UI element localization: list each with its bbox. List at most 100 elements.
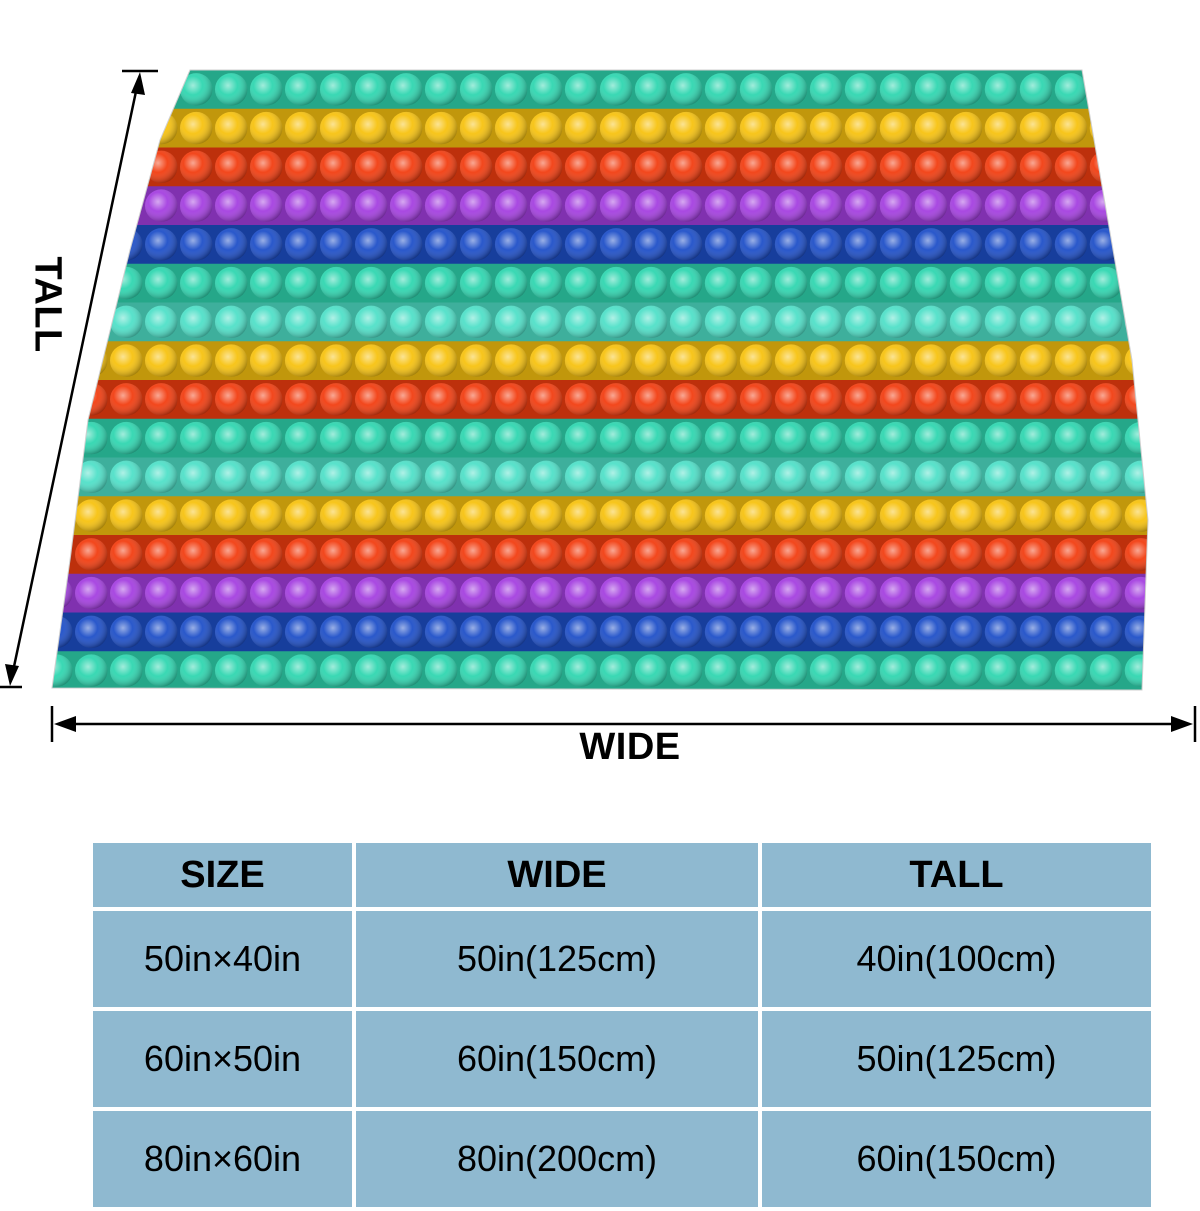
pop-bubble-shade — [879, 383, 913, 416]
pop-bubble-shade — [1054, 189, 1088, 222]
pop-bubble-shade — [214, 150, 248, 184]
pop-bubble-shade — [389, 150, 423, 184]
pop-bubble-shade — [1054, 576, 1088, 610]
pop-bubble-shade — [634, 189, 668, 222]
pop-bubble-shade — [949, 189, 983, 222]
pop-bubble-shade — [179, 344, 213, 377]
pop-bubble-shade — [669, 499, 703, 532]
pop-bubble-shade — [1124, 344, 1148, 377]
pop-bubble — [1124, 228, 1148, 261]
pop-bubble-shade — [494, 499, 528, 532]
wide-cell: 60in(150cm) — [356, 1011, 758, 1107]
pop-bubble-shade — [669, 189, 703, 222]
pop-bubble-shade — [319, 189, 353, 222]
pop-bubble-shade — [634, 421, 668, 455]
pop-bubble-shade — [52, 538, 73, 571]
pop-bubble-shade — [52, 111, 73, 145]
pop-bubble-shade — [1089, 150, 1123, 184]
pop-bubble-shade — [1019, 111, 1053, 145]
pop-bubble-shade — [914, 150, 948, 184]
pop-bubble-shade — [739, 228, 773, 261]
pop-bubble-shade — [634, 266, 668, 300]
pop-bubble-shade — [1124, 383, 1148, 416]
pop-bubble-shade — [354, 654, 388, 687]
pop-bubble-shade — [144, 538, 178, 571]
pop-bubble-shade — [144, 305, 178, 339]
pop-bubble-shade — [879, 111, 913, 145]
pop-bubble-shade — [1124, 305, 1148, 339]
pop-bubble-shade — [179, 576, 213, 610]
pop-bubble-shade — [774, 499, 808, 532]
pop-bubble — [1124, 73, 1148, 106]
pop-bubble-shade — [52, 654, 73, 687]
pop-bubble-shade — [564, 228, 598, 261]
pop-bubble-shade — [249, 111, 283, 145]
pop-bubble-shade — [984, 460, 1018, 494]
pop-bubble-shade — [704, 615, 738, 649]
pop-bubble-shade — [74, 73, 108, 106]
pop-bubble — [1124, 111, 1148, 145]
pop-bubble-shade — [494, 305, 528, 339]
pop-bubble-shade — [739, 421, 773, 455]
pop-bubble-shade — [354, 538, 388, 571]
size-table-header-row: SIZE WIDE TALL — [93, 843, 1151, 907]
pop-bubble-shade — [844, 150, 878, 184]
pop-bubble-shade — [354, 615, 388, 649]
pop-bubble-shade — [529, 111, 563, 145]
pop-bubble-shade — [459, 421, 493, 455]
pop-bubble-shade — [319, 654, 353, 687]
pop-bubble-shade — [179, 305, 213, 339]
pop-bubble-shade — [809, 189, 843, 222]
pop-bubble-shade — [494, 538, 528, 571]
pop-bubble-shade — [1054, 344, 1088, 377]
pop-bubble-shade — [459, 189, 493, 222]
pop-bubble-shade — [1054, 499, 1088, 532]
pop-bubble-shade — [1054, 654, 1088, 687]
pop-bubble — [52, 538, 73, 571]
pop-bubble-shade — [564, 111, 598, 145]
pop-bubble-shade — [529, 538, 563, 571]
pop-bubble-shade — [424, 654, 458, 687]
pop-bubble-shade — [109, 538, 143, 571]
pop-bubble-shade — [389, 383, 423, 416]
pop-bubble-shade — [739, 189, 773, 222]
pop-bubble-shade — [354, 344, 388, 377]
pop-bubble-shade — [949, 228, 983, 261]
pop-bubble-shade — [599, 266, 633, 300]
pop-bubble-shade — [249, 538, 283, 571]
pop-bubble-shade — [914, 228, 948, 261]
pop-bubble-shade — [879, 615, 913, 649]
pop-bubble-shade — [529, 654, 563, 687]
pop-bubble-shade — [144, 499, 178, 532]
header-tall: TALL — [762, 843, 1151, 907]
pop-bubble-shade — [319, 383, 353, 416]
pop-bubble-shade — [1019, 305, 1053, 339]
pop-bubble — [1124, 150, 1148, 184]
pop-bubble-shade — [774, 383, 808, 416]
pop-bubble-shade — [599, 499, 633, 532]
pop-bubble-shade — [109, 460, 143, 494]
pop-bubble-shade — [984, 421, 1018, 455]
pop-bubble-shade — [459, 615, 493, 649]
pop-bubble-shade — [389, 266, 423, 300]
pop-bubble-shade — [529, 189, 563, 222]
pop-bubble-shade — [914, 460, 948, 494]
pop-bubble-shade — [1124, 576, 1148, 610]
pop-bubble-shade — [284, 499, 318, 532]
pop-bubble-shade — [949, 150, 983, 184]
pop-bubble-shade — [1019, 538, 1053, 571]
pop-bubble-shade — [1089, 615, 1123, 649]
pop-bubble-shade — [249, 383, 283, 416]
pop-bubble-shade — [389, 654, 423, 687]
pop-bubble-shade — [144, 460, 178, 494]
pop-bubble-shade — [74, 305, 108, 339]
pop-bubble-shade — [844, 615, 878, 649]
pop-bubble-shade — [354, 73, 388, 106]
pop-bubble-shade — [704, 460, 738, 494]
size-cell: 50in×40in — [93, 911, 352, 1007]
pop-bubble-shade — [704, 383, 738, 416]
pop-bubble-shade — [809, 305, 843, 339]
pop-bubble-shade — [214, 538, 248, 571]
pop-bubble-shade — [949, 383, 983, 416]
pop-bubble — [52, 111, 73, 145]
